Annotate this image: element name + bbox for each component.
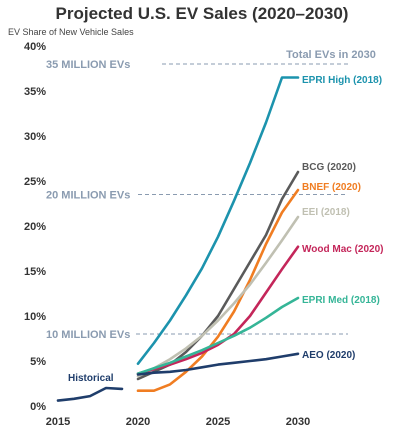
x-tick-label: 2015: [46, 416, 70, 428]
series-line-epri-high-2018: [136, 76, 300, 365]
series-line-wood-mac-2020: [136, 245, 300, 375]
reference-line-label: 20 MILLION EVs: [46, 190, 130, 202]
chart-title: Projected U.S. EV Sales (2020–2030): [55, 4, 349, 23]
series-labels: Historical EPRI High (2018) BCG (2020) BNEF…: [68, 75, 384, 384]
y-tick-label: 15%: [24, 266, 46, 278]
x-tick-label: 2025: [206, 416, 230, 428]
series-label-epri-med-2018: EPRI Med (2018): [302, 295, 380, 306]
x-tick-label: 2020: [126, 416, 150, 428]
y-axis-label: EV Share of New Vehicle Sales: [8, 27, 134, 37]
y-tick-label: 0%: [30, 401, 46, 413]
series-lines: [56, 76, 300, 402]
series-label-wood-mac-2020: Wood Mac (2020): [302, 244, 384, 255]
series-label-bcg-2020: BCG (2020): [302, 162, 356, 173]
y-tick-label: 20%: [24, 221, 46, 233]
series-line-historical: [56, 386, 124, 402]
axes: 0% 5% 10% 15% 20% 25% 30% 35% 40% 2015 2020 2025 203…: [24, 41, 310, 428]
y-tick-label: 40%: [24, 41, 46, 53]
y-tick-label: 35%: [24, 86, 46, 98]
x-tick-label: 2030: [286, 416, 310, 428]
reference-line-label: 35 MILLION EVs: [46, 59, 130, 71]
series-label-aeo-2020: AEO (2020): [302, 350, 355, 361]
y-tick-label: 25%: [24, 176, 46, 188]
y-tick-label: 10%: [24, 311, 46, 323]
series-line-bcg-2020: [136, 170, 300, 381]
total-evs-label: Total EVs in 2030: [286, 49, 376, 61]
reference-line-label: 10 MILLION EVs: [46, 329, 130, 341]
series-label-historical: Historical: [68, 373, 114, 384]
series-label-epri-high-2018: EPRI High (2018): [302, 75, 382, 86]
series-line-eei-2018: [136, 215, 300, 378]
reference-lines: 35 MILLION EVs 20 MILLION EVs 10 MILLION E…: [46, 49, 376, 341]
series-label-bnef-2020: BNEF (2020): [302, 182, 361, 193]
series-line-epri-med-2018: [136, 296, 300, 375]
series-label-eei-2018: EEI (2018): [302, 207, 350, 218]
y-tick-label: 5%: [30, 356, 46, 368]
series-line-aeo-2020: [136, 352, 300, 376]
y-tick-label: 30%: [24, 131, 46, 143]
series-line-bnef-2020: [136, 188, 300, 392]
